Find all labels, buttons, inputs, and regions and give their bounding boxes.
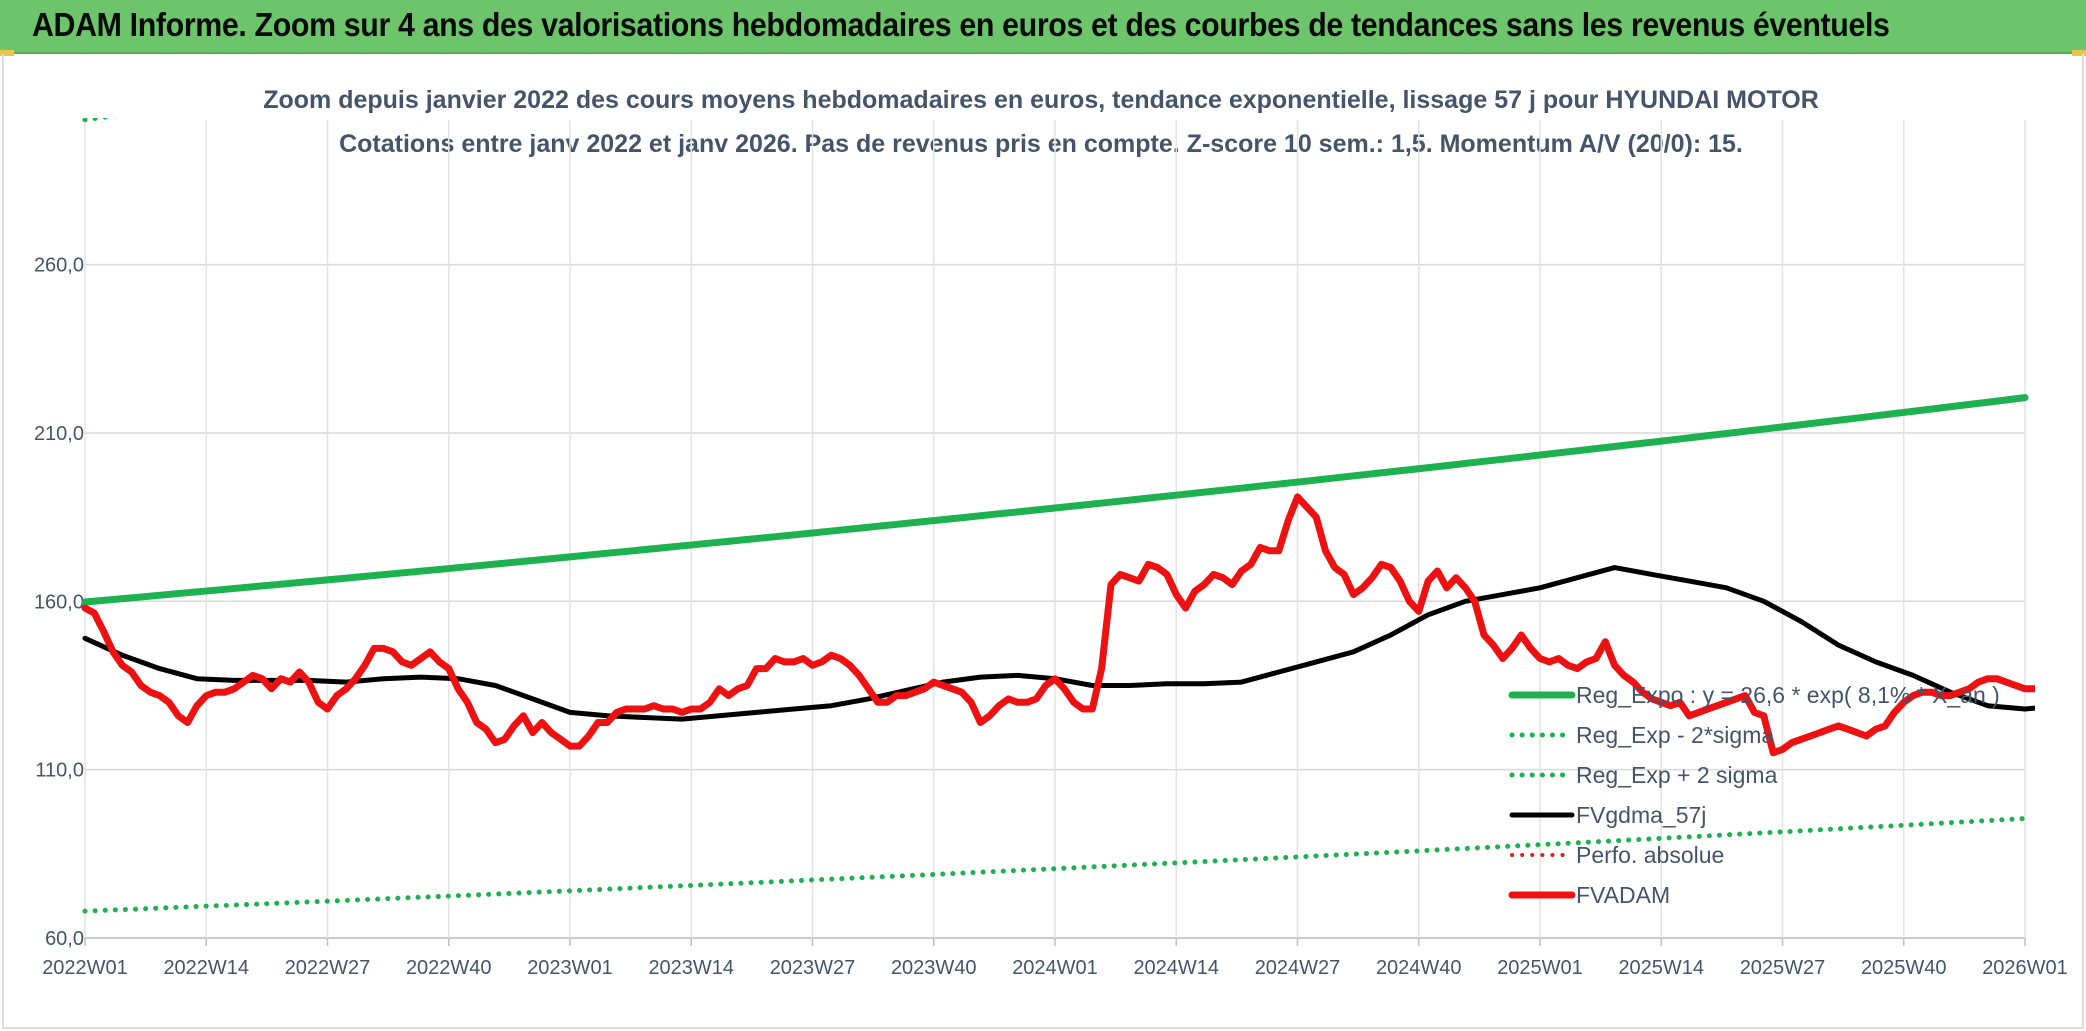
x-axis: 2022W01 2022W14 2022W27 2022W40 2023W01 2023W… — [42, 957, 2068, 979]
legend-label-perfo-absolue: Perfo. absolue — [1576, 842, 1724, 868]
x-tick-label: 2026W01 — [1982, 957, 2068, 979]
x-tick-label: 2023W01 — [527, 957, 613, 979]
series-line-reg-expo — [81, 394, 2029, 606]
y-tick-label: 60,0 — [45, 928, 84, 950]
series-line-fvadam — [81, 493, 2035, 757]
x-tick-label: 2022W14 — [163, 957, 249, 979]
x-tick-label: 2023W14 — [648, 957, 734, 979]
x-tick-label: 2024W27 — [1255, 957, 1341, 979]
legend-label-reg-expo: Reg_Expo : y = 26,6 * exp( 8,1% * X_an ) — [1576, 682, 2000, 708]
x-tick-label: 2022W01 — [42, 957, 128, 979]
x-tick-label: 2025W14 — [1618, 957, 1704, 979]
x-tick-label: 2025W40 — [1861, 957, 1947, 979]
x-tick-label: 2023W27 — [770, 957, 856, 979]
x-tick-label: 2025W27 — [1740, 957, 1826, 979]
legend-label-fvadam: FVADAM — [1576, 882, 1670, 908]
chart-subtitle-line2: Cotations entre janv 2022 et janv 2026. … — [339, 130, 1743, 158]
x-tick-label: 2022W27 — [285, 957, 371, 979]
legend-label-reg-exp-minus-2sigma: Reg_Exp - 2*sigma — [1576, 722, 1774, 748]
x-tick-label: 2022W40 — [406, 957, 492, 979]
legend-label-reg-exp-plus-2sigma: Reg_Exp + 2 sigma — [1576, 762, 1778, 788]
chart-subtitle-line1: Zoom depuis janvier 2022 des cours moyen… — [263, 86, 1819, 114]
plot-area — [81, 118, 2035, 914]
x-tick-label: 2025W01 — [1497, 957, 1583, 979]
x-tick-label: 2024W14 — [1133, 957, 1219, 979]
corner-accent-right — [2072, 50, 2086, 56]
x-tick-label: 2024W01 — [1012, 957, 1098, 979]
series-line-fvgdma-57j — [82, 565, 2035, 722]
report-title: ADAM Informe. Zoom sur 4 ans des valoris… — [32, 6, 1890, 43]
y-tick-label: 110,0 — [35, 760, 84, 782]
chart-frame — [2, 54, 2084, 1029]
corner-accent-left — [0, 50, 14, 56]
y-tick-label: 260,0 — [34, 255, 84, 277]
series-line-reg-exp-minus-2sigma — [82, 816, 2028, 914]
y-tick-label: 160,0 — [34, 591, 84, 613]
title-banner: ADAM Informe. Zoom sur 4 ans des valoris… — [0, 0, 2086, 54]
x-tick-label: 2023W40 — [891, 957, 977, 979]
grid — [84, 120, 2026, 946]
legend: Reg_Expo : y = 26,6 * exp( 8,1% * X_an )… — [1508, 682, 2000, 908]
y-tick-label: 210,0 — [34, 423, 84, 445]
y-axis: 60,0 110,0 160,0 210,0 260,0 — [34, 255, 84, 950]
legend-label-fvgdma-57j: FVgdma_57j — [1576, 802, 1706, 828]
x-tick-label: 2024W40 — [1376, 957, 1462, 979]
